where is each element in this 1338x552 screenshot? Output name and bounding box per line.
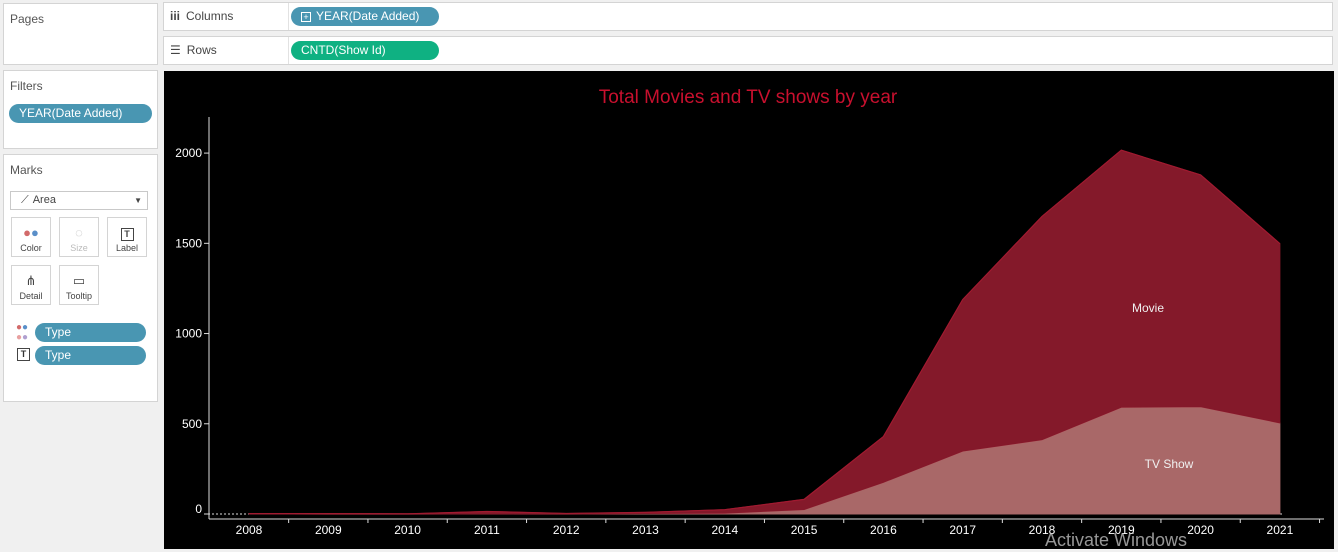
x-tick-label: 2008 — [236, 523, 263, 537]
detail-button-label: Detail — [19, 291, 43, 301]
y-tick-label: 2000 — [175, 146, 202, 160]
shelf-divider — [288, 3, 289, 30]
series-line-movie — [249, 149, 1281, 515]
viz-canvas[interactable]: Total Movies and TV shows by year 0 500 10… — [164, 71, 1334, 549]
x-tick-label: 2019 — [1108, 523, 1135, 537]
pages-title: Pages — [10, 12, 45, 26]
filters-panel[interactable]: Filters YEAR(Date Added) — [3, 70, 158, 149]
x-tick-label: 2020 — [1187, 523, 1214, 537]
area-series-tv-show — [248, 406, 1281, 515]
tooltip-icon: ▭ — [72, 273, 86, 288]
series-label-movie: Movie — [1132, 301, 1164, 315]
y-tick-label: 1000 — [175, 327, 202, 341]
tooltip-button-label: Tooltip — [65, 291, 92, 301]
color-field-pill[interactable]: Type — [35, 323, 146, 342]
label-field-icon: T — [17, 348, 30, 361]
x-tick-label: 2015 — [791, 523, 818, 537]
marks-title: Marks — [10, 163, 43, 177]
detail-button[interactable]: ⋔ Detail — [11, 265, 51, 305]
columns-label: iii Columns — [170, 9, 234, 23]
x-tick-label: 2021 — [1267, 523, 1294, 537]
x-tick-label: 2014 — [711, 523, 738, 537]
x-tick-label: 2018 — [1029, 523, 1056, 537]
rows-shelf[interactable]: ☰ Rows CNTD(Show Id) — [163, 36, 1333, 65]
x-tick-label: 2013 — [632, 523, 659, 537]
size-button[interactable]: ◌ Size — [59, 217, 99, 257]
chart-title: Total Movies and TV shows by year — [599, 87, 898, 108]
mark-type-dropdown[interactable]: ⟋ Area ▼ — [10, 191, 148, 210]
rows-label: ☰ Rows — [170, 43, 217, 57]
y-tick-label: 1500 — [175, 236, 202, 250]
series-label-tv-show: TV Show — [1145, 457, 1194, 471]
x-tick-label: 2010 — [394, 523, 421, 537]
x-tick-label: 2011 — [474, 523, 500, 537]
y-tick-label: 0 — [195, 502, 202, 516]
marks-panel[interactable]: Marks ⟋ Area ▼ ●● Color ◌ Size T Label ⋔ … — [3, 154, 158, 402]
columns-shelf[interactable]: iii Columns + YEAR(Date Added) — [163, 2, 1333, 31]
label-button[interactable]: T Label — [107, 217, 147, 257]
x-tick-label: 2017 — [949, 523, 976, 537]
filters-title: Filters — [10, 79, 43, 93]
chevron-down-icon[interactable]: ▼ — [134, 196, 142, 205]
color-icon: ●● — [23, 225, 39, 240]
x-tick-label: 2012 — [553, 523, 580, 537]
label-button-label: Label — [115, 243, 139, 253]
size-button-label: Size — [70, 243, 88, 253]
x-tick-label: 2009 — [315, 523, 342, 537]
expand-icon[interactable]: + — [301, 11, 311, 22]
rows-icon: ☰ — [170, 43, 181, 57]
activate-windows-watermark: Activate Windows — [1045, 530, 1188, 550]
pages-panel[interactable]: Pages — [3, 3, 158, 65]
label-field-pill[interactable]: Type — [35, 346, 146, 365]
color-field-icon: ●● ●● — [16, 322, 29, 343]
shelf-divider — [288, 37, 289, 64]
rows-pill-cntd[interactable]: CNTD(Show Id) — [291, 41, 439, 60]
detail-icon: ⋔ — [25, 273, 37, 288]
label-icon: T — [108, 223, 146, 243]
area-chart-icon: ⟋ — [21, 194, 29, 206]
filter-pill-year[interactable]: YEAR(Date Added) — [9, 104, 152, 123]
color-button[interactable]: ●● Color — [11, 217, 51, 257]
area-chart[interactable]: Total Movies and TV shows by year 0 500 10… — [164, 71, 1334, 549]
color-button-label: Color — [20, 243, 42, 253]
columns-icon: iii — [170, 9, 181, 23]
y-tick-label: 500 — [182, 417, 202, 431]
tooltip-button[interactable]: ▭ Tooltip — [59, 265, 99, 305]
x-tick-label: 2016 — [870, 523, 897, 537]
columns-pill-year[interactable]: + YEAR(Date Added) — [291, 7, 439, 26]
size-icon: ◌ — [75, 225, 83, 240]
